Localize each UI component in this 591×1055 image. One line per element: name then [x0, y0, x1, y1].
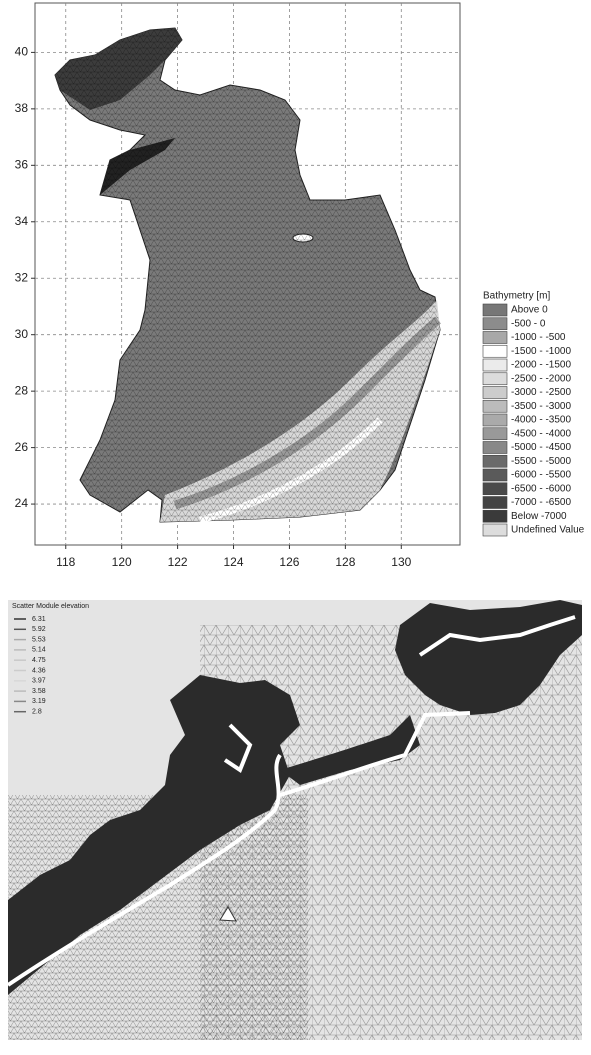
legend-label: -6000 - -5500	[511, 470, 571, 481]
x-tick-label: 122	[168, 555, 188, 569]
y-tick-label: 38	[15, 101, 29, 115]
legend-label: 3.58	[32, 688, 46, 695]
legend-label: -4000 - -3500	[511, 415, 571, 426]
legend-swatch	[483, 373, 507, 385]
legend-label: 2.8	[32, 709, 42, 716]
legend-label: -5000 - -4500	[511, 442, 571, 453]
page: {"map_top": { "xlim": [116.9, 132.1], "y…	[0, 0, 591, 1050]
legend-label: -3500 - -3000	[511, 401, 571, 412]
x-tick-label: 128	[335, 555, 355, 569]
y-tick-label: 34	[15, 214, 29, 228]
legend-swatch	[483, 455, 507, 467]
legend-label: 5.14	[32, 647, 46, 654]
x-tick-label: 126	[279, 555, 299, 569]
legend-label: -500 - 0	[511, 318, 546, 329]
legend-swatch	[483, 318, 507, 330]
x-tick-label: 118	[56, 555, 75, 569]
legend-label: -1000 - -500	[511, 332, 566, 343]
y-tick-label: 26	[15, 440, 29, 454]
legend-label: 3.19	[32, 698, 46, 705]
legend-label: -1500 - -1000	[511, 346, 571, 357]
legend-swatch	[483, 469, 507, 481]
y-tick-label: 36	[15, 157, 29, 171]
y-tick-label: 24	[15, 496, 29, 510]
legend-swatch	[483, 400, 507, 412]
legend-label: -7000 - -6500	[511, 497, 571, 508]
x-tick-label: 120	[112, 555, 132, 569]
legend-swatch	[483, 510, 507, 522]
legend-label: 4.75	[32, 657, 46, 664]
y-tick-label: 32	[15, 270, 29, 284]
x-tick-label: 130	[391, 555, 411, 569]
legend: Bathymetry [m] Above 0 -500 - 0 -1000 - -5…	[483, 291, 585, 536]
legend-label: -4500 - -4000	[511, 428, 571, 439]
legend-swatch	[483, 387, 507, 399]
legend-label: -2500 - -2000	[511, 373, 571, 384]
legend-label: Undefined Value	[511, 525, 585, 536]
legend-swatch	[483, 414, 507, 426]
legend-title: Bathymetry [m]	[483, 291, 550, 302]
legend-swatch	[483, 483, 507, 495]
legend-label: 5.92	[32, 626, 46, 633]
legend-swatch	[483, 428, 507, 440]
legend-swatch	[483, 332, 507, 344]
legend-label: Below -7000	[511, 511, 567, 522]
legend-swatch	[483, 524, 507, 536]
elevation-map: Scatter Module elevation 6.31 5.92 5.53 5.1…	[0, 595, 591, 1055]
x-tick-label: 124	[224, 555, 244, 569]
legend-label: 4.36	[32, 667, 46, 674]
legend-label: -3000 - -2500	[511, 387, 571, 398]
y-tick-label: 28	[15, 383, 29, 397]
legend-label: -6500 - -6000	[511, 483, 571, 494]
legend-swatch	[483, 359, 507, 371]
legend-label: -5500 - -5000	[511, 456, 571, 467]
legend-label: 3.97	[32, 678, 46, 685]
legend-title: Scatter Module elevation	[12, 603, 89, 610]
legend-label: 6.31	[32, 616, 46, 623]
y-tick-label: 30	[15, 327, 29, 341]
legend-label: 5.53	[32, 636, 46, 643]
legend-swatch	[483, 304, 507, 316]
legend-label: -2000 - -1500	[511, 360, 571, 371]
y-tick-label: 40	[15, 45, 29, 59]
legend-label: Above 0	[511, 305, 548, 316]
legend-swatch	[483, 345, 507, 357]
legend-swatch	[483, 497, 507, 509]
legend-swatch	[483, 442, 507, 454]
